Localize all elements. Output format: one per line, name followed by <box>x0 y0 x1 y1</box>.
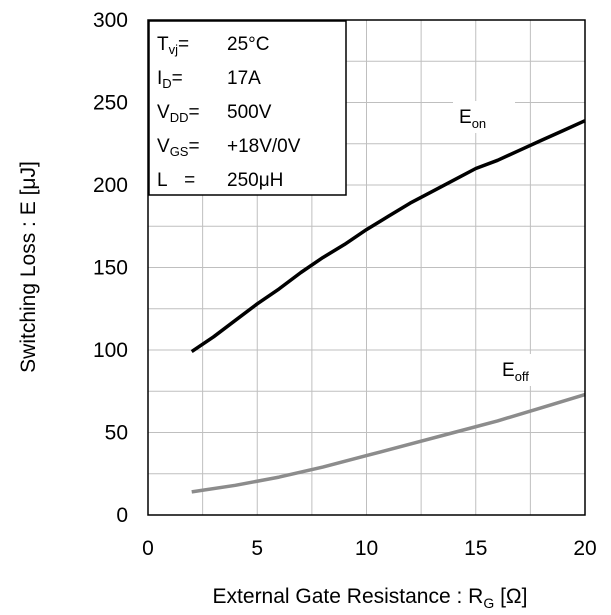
series-label-sub: on <box>472 116 486 131</box>
series-line-eon <box>190 119 586 354</box>
condition-symbol-main: L <box>157 170 167 191</box>
series-label-bg <box>496 354 558 386</box>
plot-frame <box>147 19 586 516</box>
condition-value: 500V <box>227 102 272 123</box>
condition-symbol-sub: DD <box>170 110 189 125</box>
y-tick-label: 250 <box>93 92 128 115</box>
y-tick-label: 50 <box>105 422 128 445</box>
series-line-eoff <box>191 392 586 494</box>
x-axis-label-main: External Gate Resistance : R <box>213 585 484 608</box>
y-tick-label: 100 <box>93 339 128 362</box>
condition-symbol-main: T <box>157 34 169 55</box>
series-label-bg <box>453 101 515 133</box>
condition-eq: = <box>179 170 195 191</box>
condition-symbol: Tvj= <box>157 34 189 57</box>
condition-symbol: VDD= <box>157 102 200 125</box>
condition-eq: = <box>188 136 199 157</box>
conditions-box-frame <box>148 20 347 196</box>
condition-eq: = <box>178 34 189 55</box>
x-tick-label: 10 <box>355 537 378 560</box>
curves <box>190 119 586 494</box>
condition-symbol-main: V <box>157 102 170 123</box>
condition-value: 25°C <box>227 34 269 55</box>
condition-symbol: L = <box>157 170 195 191</box>
series-label-main: E <box>459 107 472 128</box>
condition-symbol-sub: vj <box>169 42 179 57</box>
y-tick-label: 200 <box>93 174 128 197</box>
condition-symbol-sub: GS <box>170 144 189 159</box>
condition-symbol-main: V <box>157 136 170 157</box>
condition-eq: = <box>172 68 183 89</box>
condition-value: 17A <box>227 68 261 89</box>
condition-symbol-sub: D <box>162 76 171 91</box>
series-label-main: E <box>502 360 515 381</box>
x-tick-label: 20 <box>573 537 596 560</box>
y-tick-labels: 0 50 100 150 200 250 300 <box>93 9 128 527</box>
series-label-sub: off <box>515 369 530 384</box>
y-axis-label: Switching Loss : E [μJ] <box>17 161 40 373</box>
x-tick-label: 5 <box>251 537 263 560</box>
condition-symbol: VGS= <box>157 136 200 159</box>
series-label-eoff: Eoff <box>502 360 529 384</box>
x-tick-labels: 0 5 10 15 20 <box>142 537 597 560</box>
y-tick-label: 150 <box>93 257 128 280</box>
x-axis-label: External Gate Resistance : RG [Ω] <box>213 585 528 611</box>
condition-value: +18V/0V <box>227 136 301 157</box>
series-label-eon: Eon <box>459 107 486 131</box>
condition-symbol: ID= <box>157 68 183 91</box>
x-tick-label: 0 <box>142 537 154 560</box>
condition-value: 250μH <box>227 170 283 191</box>
x-axis-label-sub: G <box>483 595 494 611</box>
x-tick-label: 15 <box>464 537 487 560</box>
y-tick-label: 300 <box>93 9 128 32</box>
x-axis-label-unit: [Ω] <box>494 585 527 608</box>
y-tick-label: 0 <box>116 504 128 527</box>
condition-symbol-main: I <box>157 68 162 89</box>
condition-eq: = <box>188 102 199 123</box>
